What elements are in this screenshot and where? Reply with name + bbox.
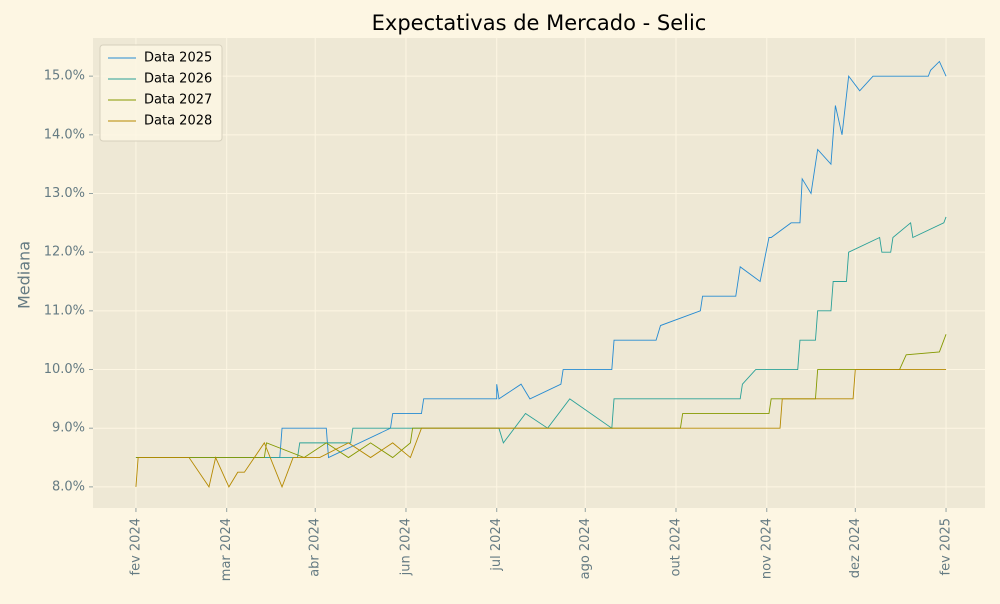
y-tick-label: 15.0% <box>44 69 85 84</box>
y-axis-label: Mediana <box>15 241 34 309</box>
x-tick-label: fev 2024 <box>128 518 143 575</box>
line <box>135 60 947 459</box>
x-tick-label: nov 2024 <box>759 518 774 579</box>
plot-area <box>93 38 985 508</box>
y-tick-label: 8.0% <box>52 479 85 494</box>
y-tick-label: 12.0% <box>44 245 85 260</box>
x-tick-label: mar 2024 <box>219 518 234 581</box>
line <box>135 369 947 489</box>
y-tick-label: 14.0% <box>44 127 85 142</box>
chart-title: Expectativas de Mercado - Selic <box>372 11 707 35</box>
x-tick-label: dez 2024 <box>848 518 863 578</box>
legend-label: Data 2025 <box>144 51 212 66</box>
x-tick-label: out 2024 <box>669 518 684 577</box>
y-tick-label: 13.0% <box>44 186 85 201</box>
legend-box <box>99 44 223 142</box>
x-tick-label: jul 2024 <box>489 518 504 572</box>
legend-label: Data 2027 <box>144 93 212 108</box>
x-tick-label: jun 2024 <box>398 518 413 576</box>
y-tick-label: 10.0% <box>44 362 85 377</box>
x-tick-label: fev 2025 <box>939 518 954 575</box>
x-tick-label: abr 2024 <box>308 518 323 577</box>
legend-label: Data 2026 <box>144 72 212 87</box>
y-tick-label: 9.0% <box>52 421 85 436</box>
y-tick-label: 11.0% <box>44 303 85 318</box>
x-tick-label: ago 2024 <box>578 518 593 579</box>
legend-label: Data 2028 <box>144 114 212 129</box>
